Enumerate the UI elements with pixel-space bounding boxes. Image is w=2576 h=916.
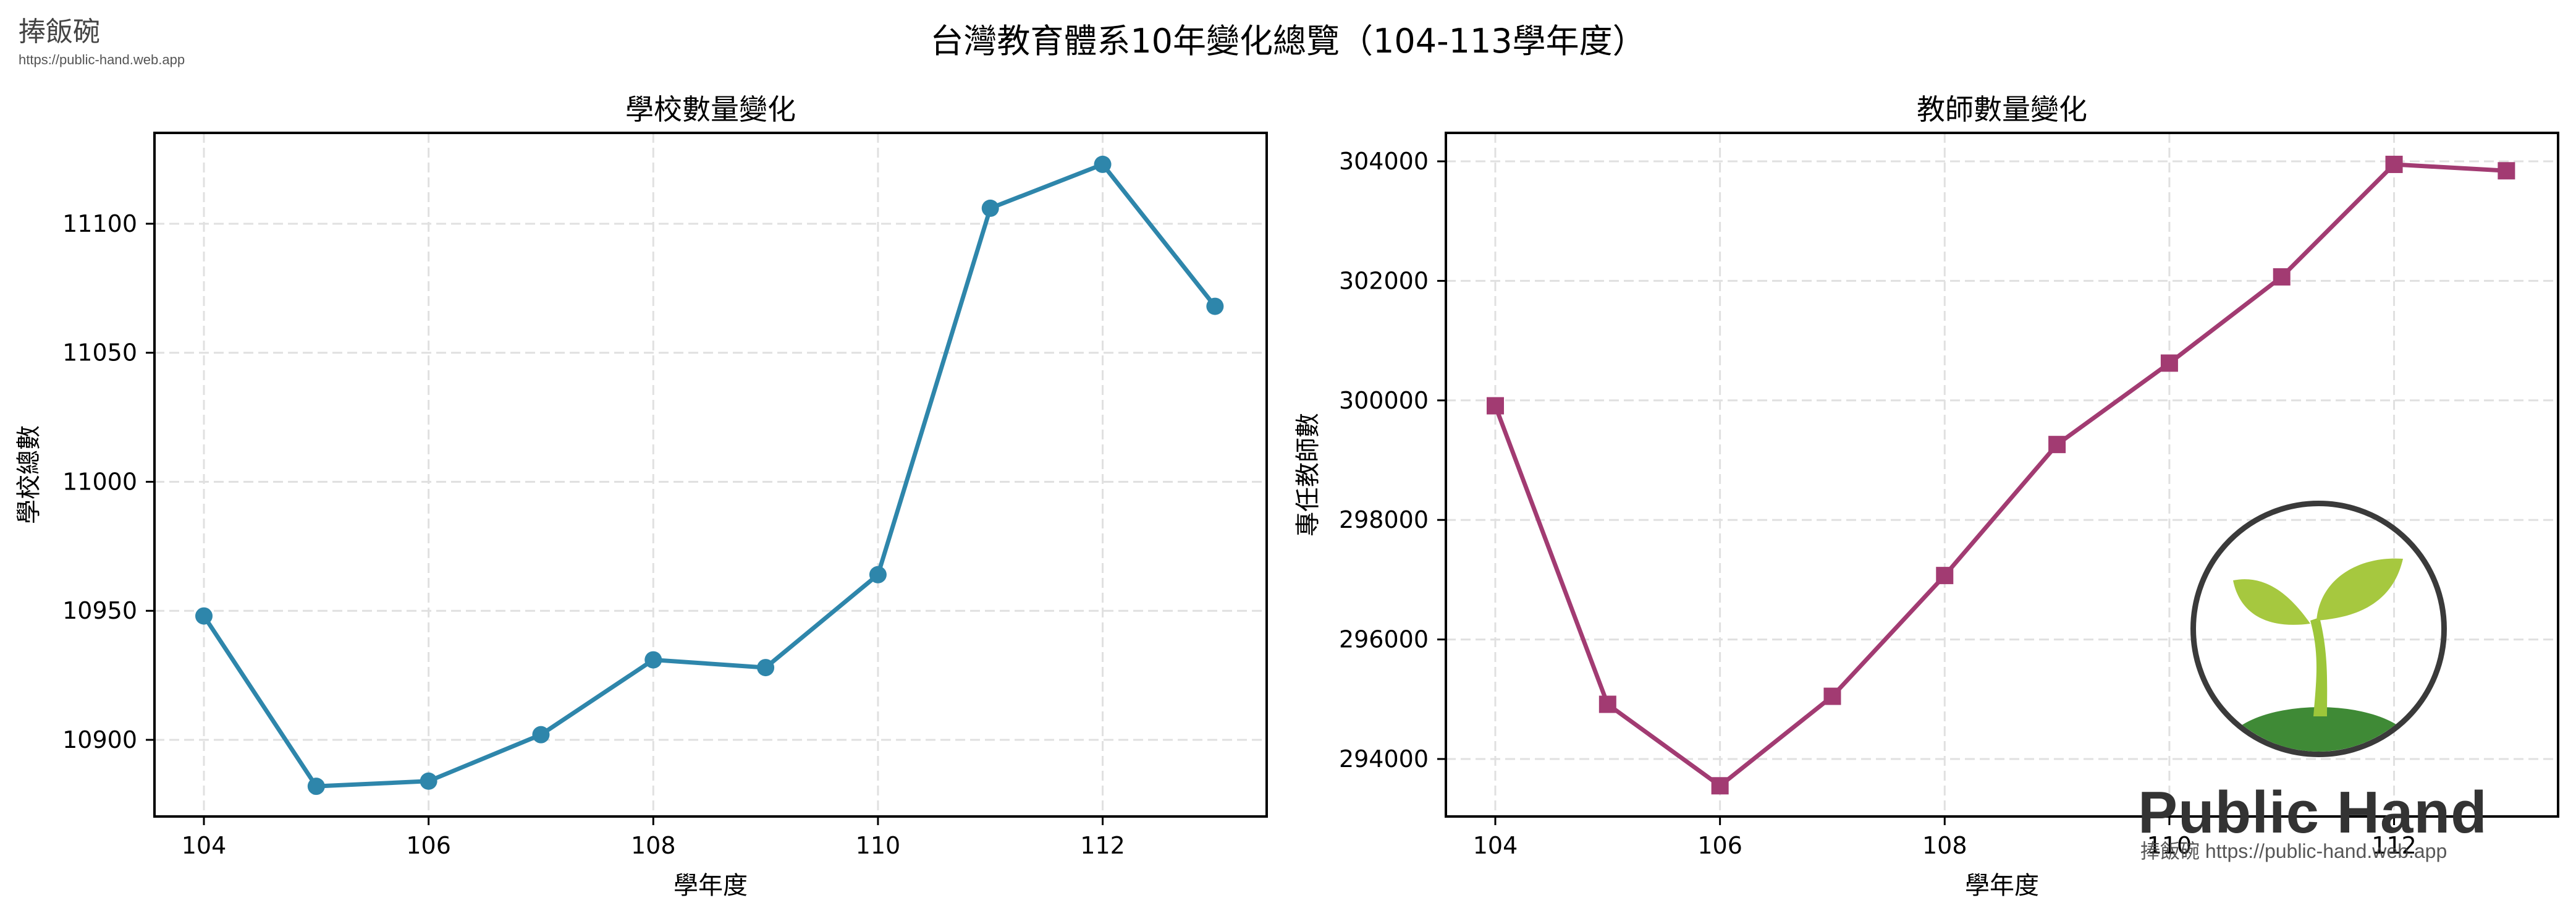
y-tick-label: 10900	[62, 726, 137, 753]
y-tick-label: 300000	[1339, 387, 1429, 414]
data-point-square	[1487, 397, 1504, 415]
y-tick-label: 296000	[1339, 626, 1429, 653]
x-tick-label: 108	[1922, 832, 1967, 859]
y-tick-label: 302000	[1339, 267, 1429, 294]
x-tick-label: 112	[2371, 832, 2417, 859]
data-point-square	[1598, 695, 1616, 713]
data-point-square	[1936, 567, 1954, 585]
y-tick-label: 294000	[1339, 745, 1429, 773]
x-tick-label: 106	[1697, 832, 1742, 859]
data-point-square	[2160, 354, 2178, 372]
y-tick-label: 11100	[62, 210, 137, 237]
brand-url: https://public-hand.web.app	[19, 52, 185, 67]
figure-title: 台灣教育體系10年變化總覽（104-113學年度）	[930, 22, 1646, 61]
x-tick-label: 108	[631, 832, 676, 859]
data-point-square	[2498, 162, 2515, 180]
data-point-circle	[1206, 297, 1224, 315]
y-axis-label: 學校總數	[15, 425, 43, 524]
data-point-square	[1823, 687, 1841, 705]
y-tick-label: 11050	[62, 339, 137, 367]
schools-chart: 104 106 108 110 112 10900 10950 11000 11050 11100…	[15, 93, 1268, 900]
data-point-circle	[1094, 155, 1112, 173]
x-tick-label: 110	[856, 832, 901, 859]
data-point-square	[2273, 268, 2291, 286]
subplot-title: 學校數量變化	[625, 93, 796, 126]
data-point-square	[2385, 155, 2403, 173]
subplot-title: 教師數量變化	[1917, 93, 2087, 126]
x-tick-label: 106	[406, 832, 451, 859]
sprout-icon	[2224, 558, 2415, 752]
data-point-square	[2048, 436, 2066, 454]
data-point-circle	[644, 651, 662, 669]
x-tick-label: 112	[1080, 832, 1125, 859]
teachers-chart: 104 106 108 110 112 294000 296000 298000 300000 3…	[1294, 93, 2559, 900]
series-line	[202, 162, 1217, 789]
data-point-circle	[307, 778, 325, 795]
brand-name: 捧飯碗	[19, 16, 100, 48]
y-axis-label: 專任教師數	[1294, 413, 1322, 536]
public-hand-watermark: Public Hand 捧飯碗 https://public-hand.web.…	[2126, 488, 2527, 862]
y-tick-label: 11000	[62, 468, 137, 495]
plot-frame	[1445, 132, 2559, 818]
data-point-circle	[532, 726, 550, 744]
data-point-circle	[420, 772, 437, 790]
brand-block: 捧飯碗 https://public-hand.web.app	[19, 19, 185, 68]
data-point-circle	[195, 607, 213, 625]
x-axis-label: 學年度	[674, 871, 748, 900]
x-axis-label: 學年度	[1965, 871, 2039, 900]
y-tick-label: 298000	[1339, 506, 1429, 533]
data-point-square	[1711, 777, 1729, 795]
plot-frame	[153, 132, 1268, 818]
y-tick-label: 304000	[1339, 148, 1429, 175]
series-line	[1493, 162, 2507, 788]
data-point-circle	[757, 659, 775, 677]
x-tick-label: 110	[2147, 832, 2192, 859]
watermark-title: Public Hand	[2138, 779, 2488, 846]
y-tick-label: 10950	[62, 597, 137, 624]
data-point-circle	[869, 566, 887, 583]
watermark-subtitle: 捧飯碗 https://public-hand.web.app	[2140, 840, 2447, 862]
x-tick-label: 104	[1473, 832, 1518, 859]
logo-circle	[2190, 501, 2447, 757]
x-tick-label: 104	[182, 832, 227, 859]
data-point-circle	[981, 199, 999, 217]
